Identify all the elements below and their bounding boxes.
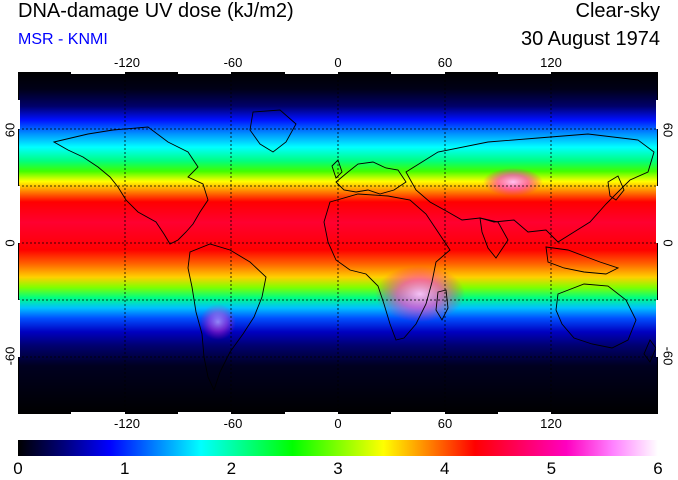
map-title: DNA-damage UV dose (kJ/m2) bbox=[18, 0, 294, 22]
coast-new-zealand bbox=[643, 339, 657, 363]
frame-segments bbox=[18, 72, 658, 414]
coast-europe bbox=[335, 161, 407, 195]
hotspot-andes bbox=[200, 304, 236, 340]
colorbar-tick-1: 1 bbox=[119, 459, 130, 478]
coast-indonesia bbox=[545, 246, 620, 275]
lon-label-bottom-5: 120 bbox=[540, 416, 562, 431]
map-date: 30 August 1974 bbox=[520, 28, 660, 50]
lon-label-bottom-3: 0 bbox=[334, 416, 342, 431]
hotspot-arabia bbox=[483, 168, 543, 196]
coast-uk bbox=[331, 159, 343, 179]
lat-label-left-2: 0 bbox=[2, 239, 18, 247]
colorbar-tick-4: 4 bbox=[439, 459, 450, 478]
lon-label-top-5: 120 bbox=[540, 55, 562, 70]
lat-label-right-3: -60 bbox=[660, 346, 676, 366]
lon-label-bottom-2: -60 bbox=[223, 416, 243, 431]
coast-india bbox=[479, 217, 509, 259]
coast-australia bbox=[555, 283, 637, 349]
coast-greenland bbox=[249, 109, 297, 153]
coast-africa bbox=[323, 193, 451, 341]
hotspot-africa bbox=[375, 266, 465, 322]
colorbar-tick-5: 5 bbox=[546, 459, 557, 478]
colorbar-tick-3: 3 bbox=[333, 459, 343, 478]
colorbar-tick-6: 6 bbox=[653, 459, 663, 478]
lon-label-top-4: 60 bbox=[437, 55, 453, 70]
color-scale-bar bbox=[18, 440, 658, 456]
lon-label-top-2: -60 bbox=[223, 55, 243, 70]
graticule bbox=[18, 72, 658, 414]
lat-label-left-1: 60 bbox=[2, 122, 18, 138]
colorbar-tick-2: 2 bbox=[226, 459, 237, 478]
lat-label-right-2: 0 bbox=[660, 239, 676, 247]
uv-dose-map bbox=[18, 72, 658, 414]
coast-asia bbox=[405, 133, 655, 243]
lon-label-top-3: 0 bbox=[334, 55, 342, 70]
map-subtitle: MSR - KNMI bbox=[18, 31, 108, 48]
colorbar-tick-0: 0 bbox=[13, 459, 23, 478]
sky-condition: Clear-sky bbox=[575, 0, 660, 22]
coast-south-america bbox=[187, 243, 267, 392]
lat-label-left-3: -60 bbox=[2, 346, 18, 366]
lon-label-top-1: -120 bbox=[113, 55, 141, 70]
lon-label-bottom-1: -120 bbox=[113, 416, 141, 431]
coast-japan bbox=[607, 175, 625, 201]
lon-label-bottom-4: 60 bbox=[437, 416, 453, 431]
coast-north-america bbox=[52, 126, 209, 245]
lat-label-right-1: 60 bbox=[660, 122, 676, 138]
